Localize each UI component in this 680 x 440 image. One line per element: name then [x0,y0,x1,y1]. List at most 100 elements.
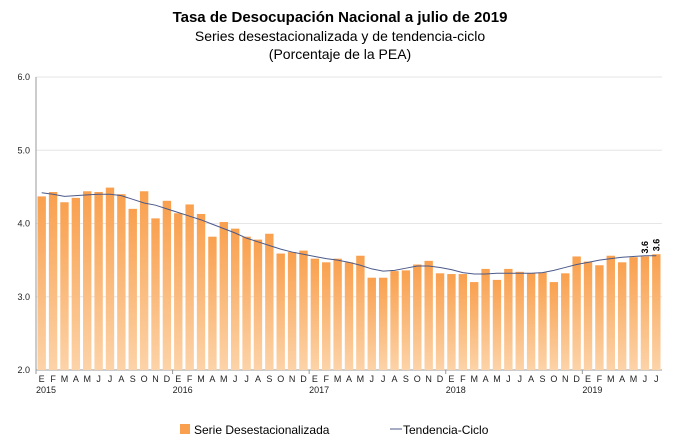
bar [322,262,331,370]
x-tick-label: M [357,374,365,384]
x-tick-label: A [528,374,534,384]
x-tick-label: N [562,374,569,384]
x-tick-label: J [233,374,238,384]
bar [435,273,445,370]
data-label: 3.6 [640,241,650,254]
x-tick-label: M [61,374,69,384]
x-tick-label: A [346,374,352,384]
x-tick-label: M [470,374,478,384]
chart-subtitle: Series desestacionalizada y de tendencia… [194,28,486,44]
bar [413,264,422,370]
x-tick-label: J [643,374,648,384]
x-tick-label: S [403,374,409,384]
bar [583,261,593,370]
x-tick-label: A [118,374,124,384]
bar [208,236,217,370]
bar [219,222,228,370]
x-tick-label: D [164,374,171,384]
y-tick-label: 3.0 [17,292,30,302]
bar [128,208,137,370]
x-tick-label: A [73,374,79,384]
x-tick-label: D [437,374,444,384]
bar [94,192,103,370]
x-tick-label: E [312,374,318,384]
bar [276,253,285,370]
x-tick-label: E [448,374,454,384]
bar [230,228,240,370]
bar [117,194,126,370]
bar [367,277,376,370]
bar [299,250,308,370]
year-label: 2015 [36,385,56,395]
x-tick-label: M [220,374,228,384]
x-tick-label: M [334,374,342,384]
bar [504,268,513,370]
chart-title: Tasa de Desocupación Nacional a julio de… [172,9,508,26]
bar [561,273,570,370]
bar [629,257,638,370]
x-tick-label: F [187,374,193,384]
bar [549,282,559,370]
x-tick-label: J [381,374,386,384]
bar [378,277,388,370]
x-tick-label: J [506,374,511,384]
x-tick-label: M [197,374,205,384]
legend-label: Tendencia-Ciclo [403,423,489,437]
bar [470,282,479,370]
bar [151,218,160,370]
bar [617,262,627,370]
bar [71,197,81,370]
bar [515,271,524,370]
bar [37,196,46,370]
bar [242,236,251,370]
bar [162,200,172,370]
x-tick-label: S [539,374,545,384]
x-tick-label: N [289,374,296,384]
bar [253,239,263,370]
year-label: 2019 [582,385,602,395]
bar [447,274,456,370]
data-label: 3.6 [651,239,661,252]
x-tick-label: F [50,374,56,384]
x-tick-label: J [517,374,522,384]
bar [401,270,411,370]
x-tick-label: J [244,374,249,384]
bar [265,233,274,370]
bar [196,213,206,370]
bar [333,258,342,370]
x-tick-label: E [175,374,181,384]
bar [652,254,661,370]
bar [174,213,183,370]
x-tick-label: J [654,374,659,384]
y-tick-label: 2.0 [17,365,30,375]
x-tick-label: N [425,374,432,384]
legend-label: Serie Desestacionalizada [194,423,330,437]
x-tick-label: F [460,374,466,384]
bar [287,252,297,370]
x-tick-label: F [323,374,329,384]
bar [640,256,650,370]
bar [606,255,615,370]
x-tick-label: A [209,374,215,384]
x-tick-label: O [550,374,557,384]
bar [310,258,320,370]
x-tick-label: O [141,374,148,384]
bar [105,187,115,370]
x-tick-label: E [39,374,45,384]
bar [492,279,502,370]
year-label: 2017 [309,385,329,395]
x-tick-label: M [83,374,91,384]
x-tick-label: O [277,374,284,384]
bar [572,256,581,370]
x-tick-label: A [483,374,489,384]
x-tick-label: J [96,374,101,384]
y-tick-label: 6.0 [17,72,30,82]
x-tick-label: M [630,374,638,384]
x-tick-label: A [255,374,261,384]
bar [83,191,92,370]
x-tick-label: M [607,374,615,384]
x-tick-label: D [300,374,307,384]
bar [60,202,69,370]
